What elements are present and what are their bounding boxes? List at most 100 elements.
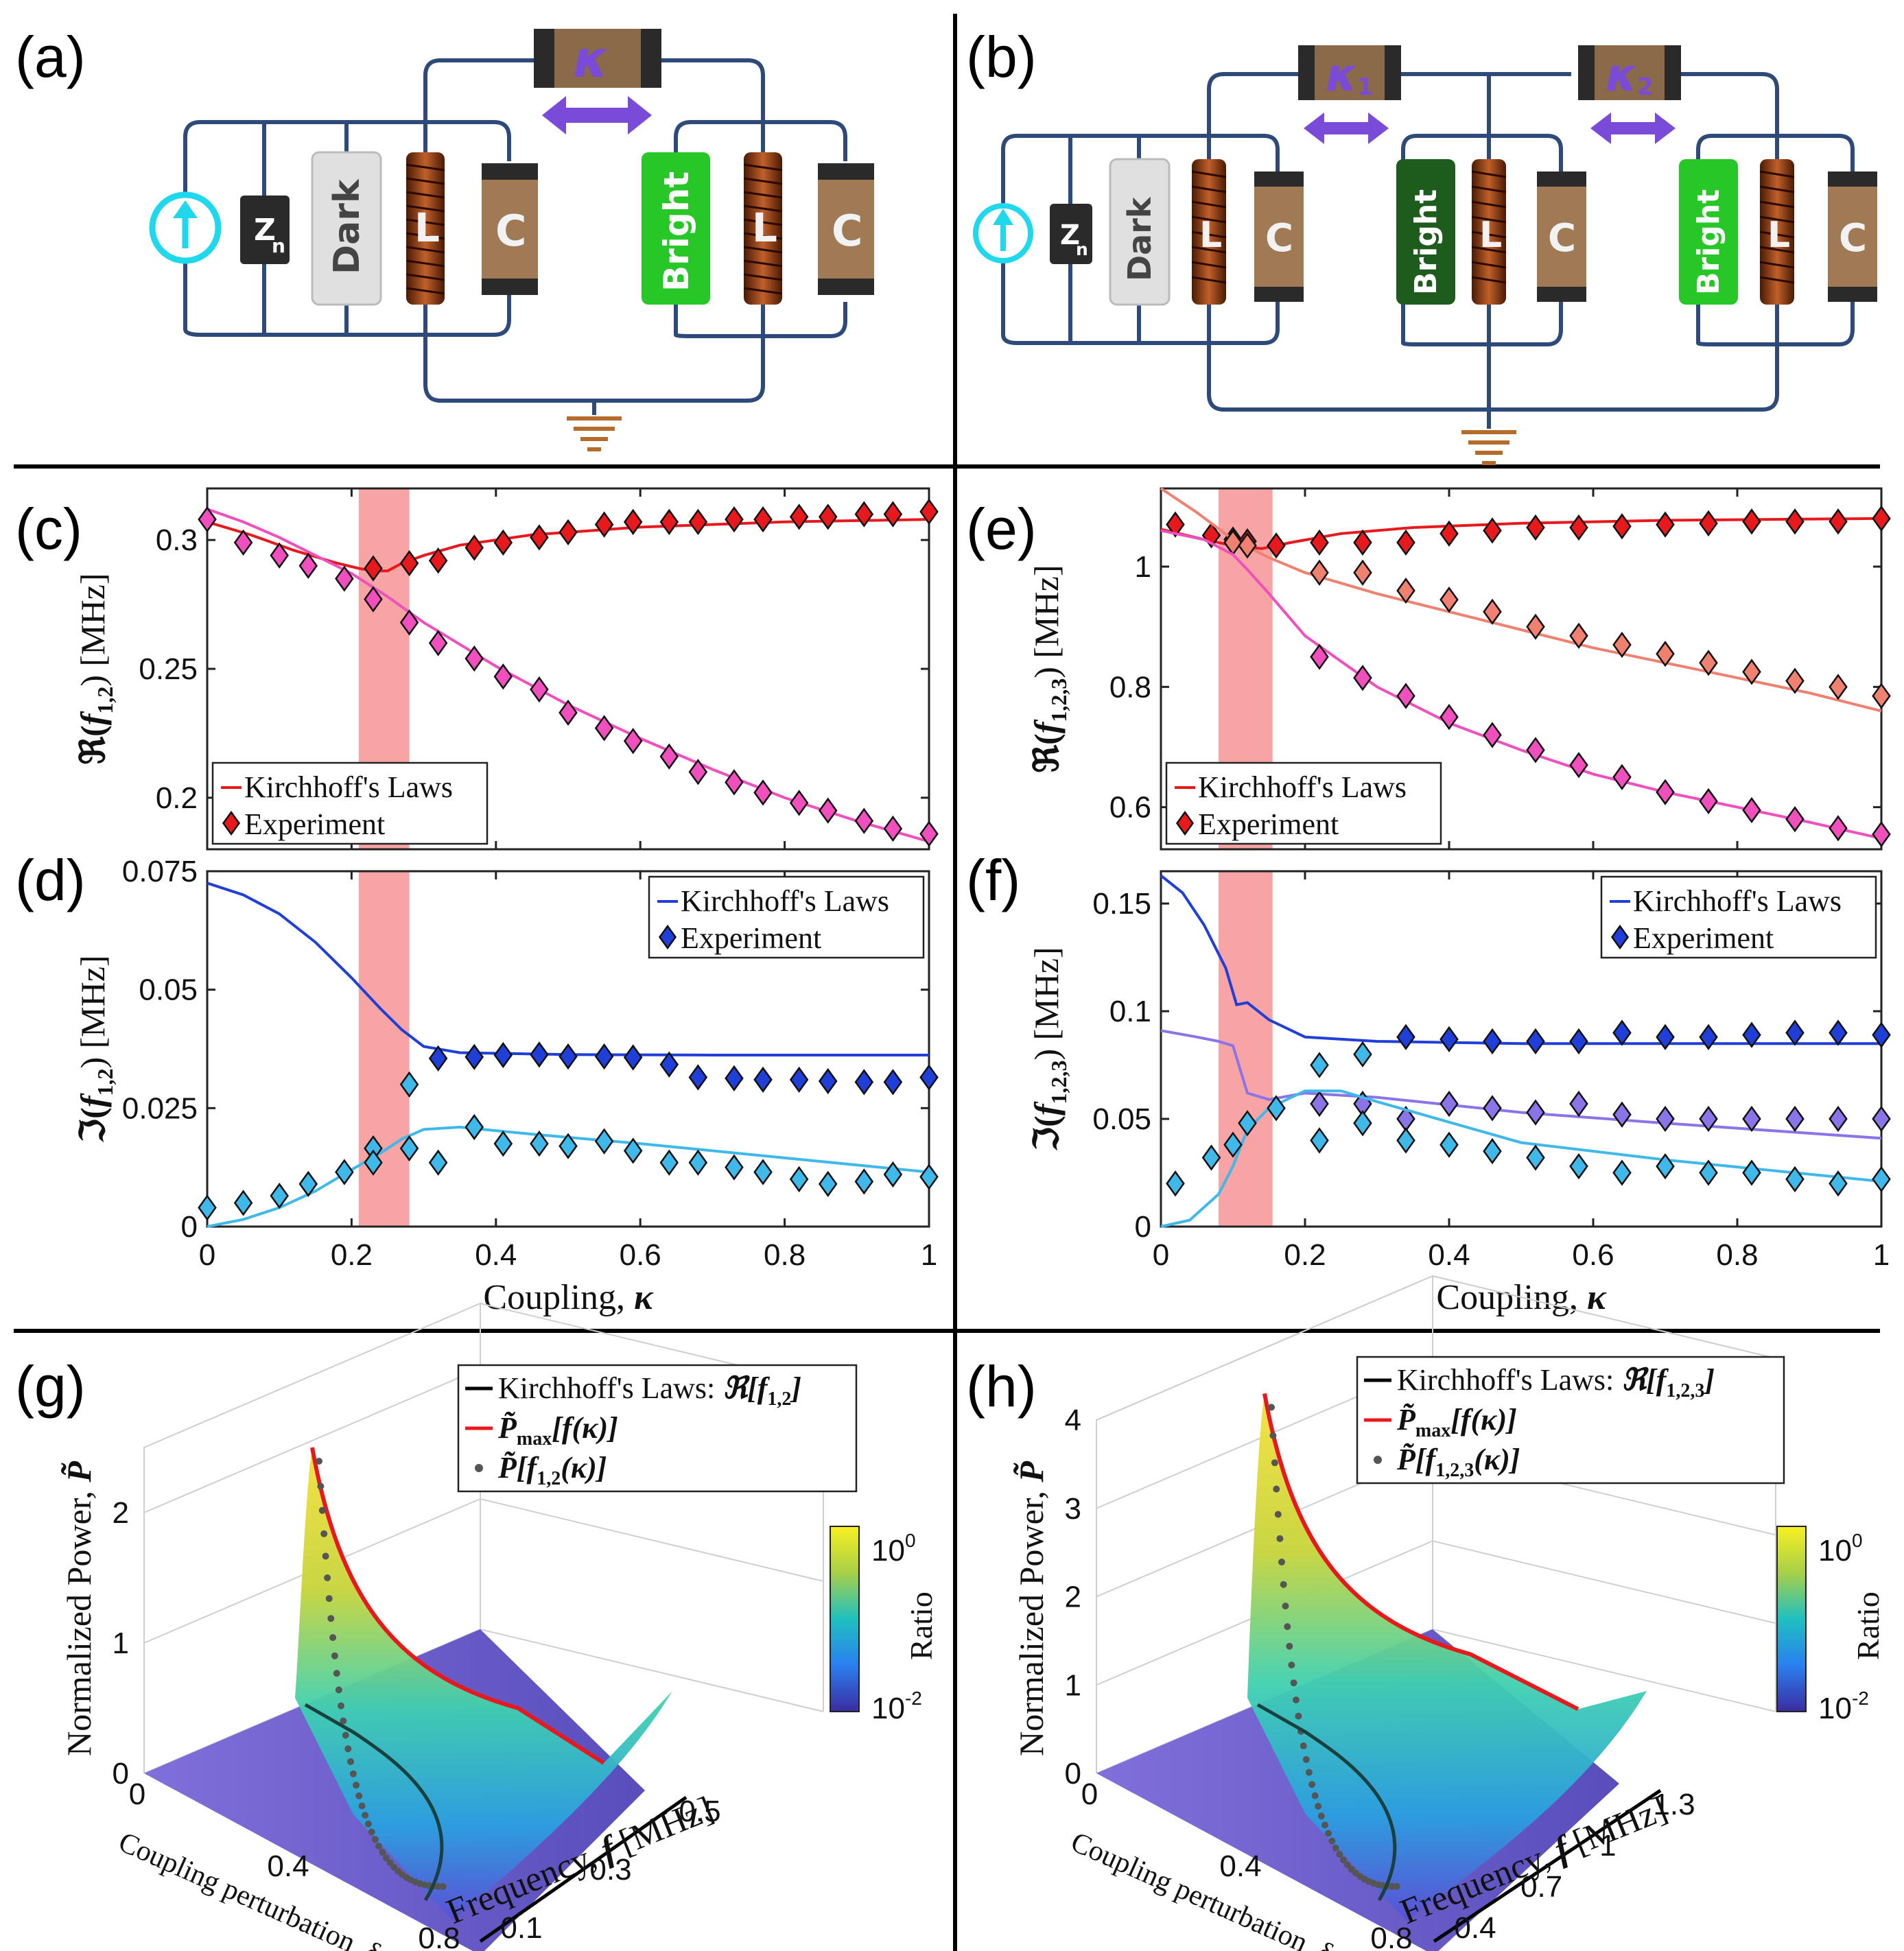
data-point-violet: [1656, 1105, 1675, 1133]
legend-box: [648, 875, 925, 959]
data-point-pink: [1353, 665, 1372, 691]
data-point-blue: [883, 1069, 903, 1096]
inductor-b3: L: [1759, 159, 1795, 305]
pf-dots: [1268, 1404, 1400, 1890]
ground-b: [1461, 430, 1516, 465]
y-label-symbol: ℜ(: [1027, 733, 1066, 772]
data-point-red: [1166, 511, 1185, 538]
data-point-blue: [919, 1064, 939, 1091]
z-tick-label: 2: [1065, 1581, 1081, 1614]
y-tick-label: 0.25: [139, 652, 198, 686]
data-point-red: [465, 534, 484, 561]
svg-text:Bright: Bright: [1691, 189, 1726, 295]
data-point-blue: [688, 1064, 708, 1091]
panel-g-label: (g): [15, 1354, 86, 1419]
y3d-tick-label: 0.5: [679, 1795, 720, 1828]
data-point-red: [753, 506, 773, 533]
legend-3d-entry: Kirchhoff's Laws: ℜ[f1,2,3]: [1397, 1363, 1715, 1402]
pf-dot: [1269, 1432, 1277, 1439]
data-point-pink: [659, 743, 679, 770]
data-point-lightblue: [1656, 1152, 1675, 1180]
data-point-blue: [623, 1044, 643, 1071]
pf-dot: [1328, 1837, 1336, 1845]
pf-dot: [1292, 1696, 1300, 1703]
data-point-violet: [1699, 1105, 1718, 1133]
data-point-lightblue: [1872, 1166, 1891, 1193]
pf-dot: [322, 1552, 329, 1560]
kirchhoff-floor-curve: [1256, 1703, 1397, 1902]
y-tick-label: 1: [1135, 550, 1151, 584]
data-point-lightblue: [753, 1159, 773, 1185]
y-tick-label: 0.3: [156, 523, 198, 557]
pf-dot: [439, 1883, 447, 1890]
colorbar-top-label: 100: [871, 1530, 916, 1568]
x-tick-label: 0.6: [1572, 1238, 1614, 1272]
svg-text:C: C: [1548, 216, 1576, 261]
data-point-blue: [725, 1065, 744, 1091]
y-label-sub: 1,2,3: [1046, 1061, 1071, 1104]
legend-box: [211, 761, 489, 845]
legend-3d-math: P̃[f: [1396, 1443, 1439, 1476]
data-point-lightblue: [1396, 1127, 1415, 1154]
legend-3d-end: ]: [1702, 1363, 1715, 1397]
y3d-tick-label: 0.4: [1454, 1911, 1496, 1945]
inductor-a1: L: [406, 152, 445, 305]
data-point-salmon: [1526, 613, 1545, 640]
z-tick-label: 4: [1065, 1404, 1081, 1437]
svg-text:C: C: [1265, 216, 1293, 261]
chart-f: 0 0.2 0.4 0.6 0.8 1 0 0.05 0.1 0.15 ℑ(f1,2,3) [MHz…: [1027, 870, 1891, 1317]
panel-e-label: (e): [966, 497, 1037, 561]
pf-dot: [317, 1482, 325, 1490]
legend-marker-swatch: [658, 924, 677, 950]
data-point-red: [818, 504, 838, 530]
data-point-violet: [1483, 1095, 1502, 1122]
data-point-blue: [1872, 1021, 1891, 1048]
data-point-pink: [1310, 643, 1329, 670]
legend-3d-entry: P̃max[f(κ)]: [497, 1411, 618, 1450]
svg-text:L: L: [1767, 215, 1790, 256]
data-point-pink: [883, 815, 903, 842]
data-point-pink: [298, 552, 318, 579]
data-point-red: [659, 508, 679, 535]
data-point-lightblue: [198, 1194, 217, 1221]
colorbar-gradient: [830, 1526, 860, 1712]
data-point-red: [1612, 513, 1632, 540]
data-point-salmon: [1569, 622, 1588, 649]
y3d-tick-label: 0.1: [500, 1911, 542, 1945]
coupling-arrow-a: [542, 96, 652, 134]
pf-dot: [1271, 1459, 1278, 1467]
y-label-symbol: ℑ(: [73, 1107, 112, 1143]
chart-h-3d: 0 1 2 3 4 0 0.4 0.8 0.4 0.7 1 1.3 Normalized Power, …: [1012, 1275, 1885, 1951]
data-point-red: [1699, 510, 1718, 536]
pmax-curve: [1262, 1393, 1579, 1712]
series-line-pink: [1160, 529, 1882, 840]
colorbar-bottom-exp: -2: [1852, 1688, 1869, 1709]
legend-3d-sub: 1,2,3: [1666, 1380, 1704, 1402]
data-point-violet: [1310, 1090, 1329, 1118]
colorbar-gradient: [1776, 1526, 1807, 1712]
colorbar-top-exp: 0: [905, 1530, 916, 1551]
data-point-lightblue: [725, 1154, 744, 1181]
pf-dot: [1308, 1781, 1316, 1788]
data-point-blue: [465, 1043, 484, 1070]
data-point-pink: [1483, 722, 1502, 748]
x3d-tick-label: 0.4: [1219, 1849, 1261, 1883]
data-point-pink: [399, 609, 419, 636]
data-point-lightblue: [1483, 1137, 1502, 1165]
legend-3d-end: (κ)]: [561, 1451, 607, 1485]
inductor-b2: L: [1471, 159, 1507, 305]
svg-text:2: 2: [1637, 73, 1654, 101]
data-point-salmon: [1656, 640, 1675, 667]
y-label-sub: 1,2: [93, 687, 117, 714]
data-point-red: [428, 547, 448, 574]
data-point-salmon: [1396, 577, 1415, 604]
data-point-pink: [364, 586, 383, 613]
pf-dot: [347, 1758, 354, 1765]
data-point-violet: [1742, 1105, 1761, 1133]
panel-b-circuit: (b) Z: [966, 25, 1877, 465]
colorbar-bottom-base: 10: [871, 1692, 905, 1725]
data-point-blue: [559, 1043, 578, 1070]
y-axis-label: ℑ(f1,2) [MHz]: [73, 955, 117, 1142]
pf-dot: [327, 1615, 335, 1622]
